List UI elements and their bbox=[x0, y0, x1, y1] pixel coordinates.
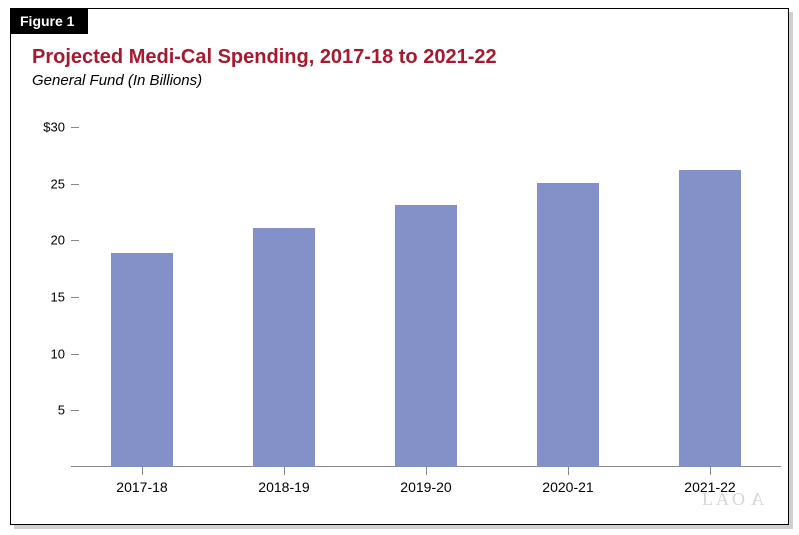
bar bbox=[679, 170, 741, 467]
watermark-flipped: A bbox=[748, 489, 764, 510]
y-tick bbox=[71, 354, 79, 355]
y-axis-label: 10 bbox=[51, 346, 71, 361]
y-tick bbox=[71, 297, 79, 298]
lao-watermark: LAOA bbox=[702, 489, 764, 510]
figure-container: 5 10 15 20 25 $30 2017-18 2018-19 2019-20 2020-21… bbox=[0, 0, 799, 535]
figure-tag: Figure 1 bbox=[10, 8, 88, 34]
y-tick bbox=[71, 240, 79, 241]
y-tick bbox=[71, 410, 79, 411]
x-axis-label: 2020-21 bbox=[542, 467, 593, 495]
x-axis-label: 2019-20 bbox=[400, 467, 451, 495]
y-tick bbox=[71, 184, 79, 185]
y-tick bbox=[71, 127, 79, 128]
y-axis-label: 15 bbox=[51, 290, 71, 305]
y-axis-label: 20 bbox=[51, 233, 71, 248]
chart-subtitle: General Fund (In Billions) bbox=[32, 72, 202, 89]
x-axis-label: 2017-18 bbox=[116, 467, 167, 495]
watermark-text: LAO bbox=[702, 489, 748, 509]
x-axis-label: 2018-19 bbox=[258, 467, 309, 495]
y-axis-label: 25 bbox=[51, 176, 71, 191]
bar bbox=[395, 205, 457, 467]
bar bbox=[537, 183, 599, 467]
y-axis-label: $30 bbox=[43, 120, 71, 135]
bar bbox=[111, 253, 173, 467]
bar bbox=[253, 228, 315, 467]
y-axis-label: 5 bbox=[58, 403, 71, 418]
chart-plot-area: 510152025$302017-182018-192019-202020-21… bbox=[71, 127, 781, 467]
chart-title: Projected Medi-Cal Spending, 2017-18 to … bbox=[32, 46, 497, 69]
